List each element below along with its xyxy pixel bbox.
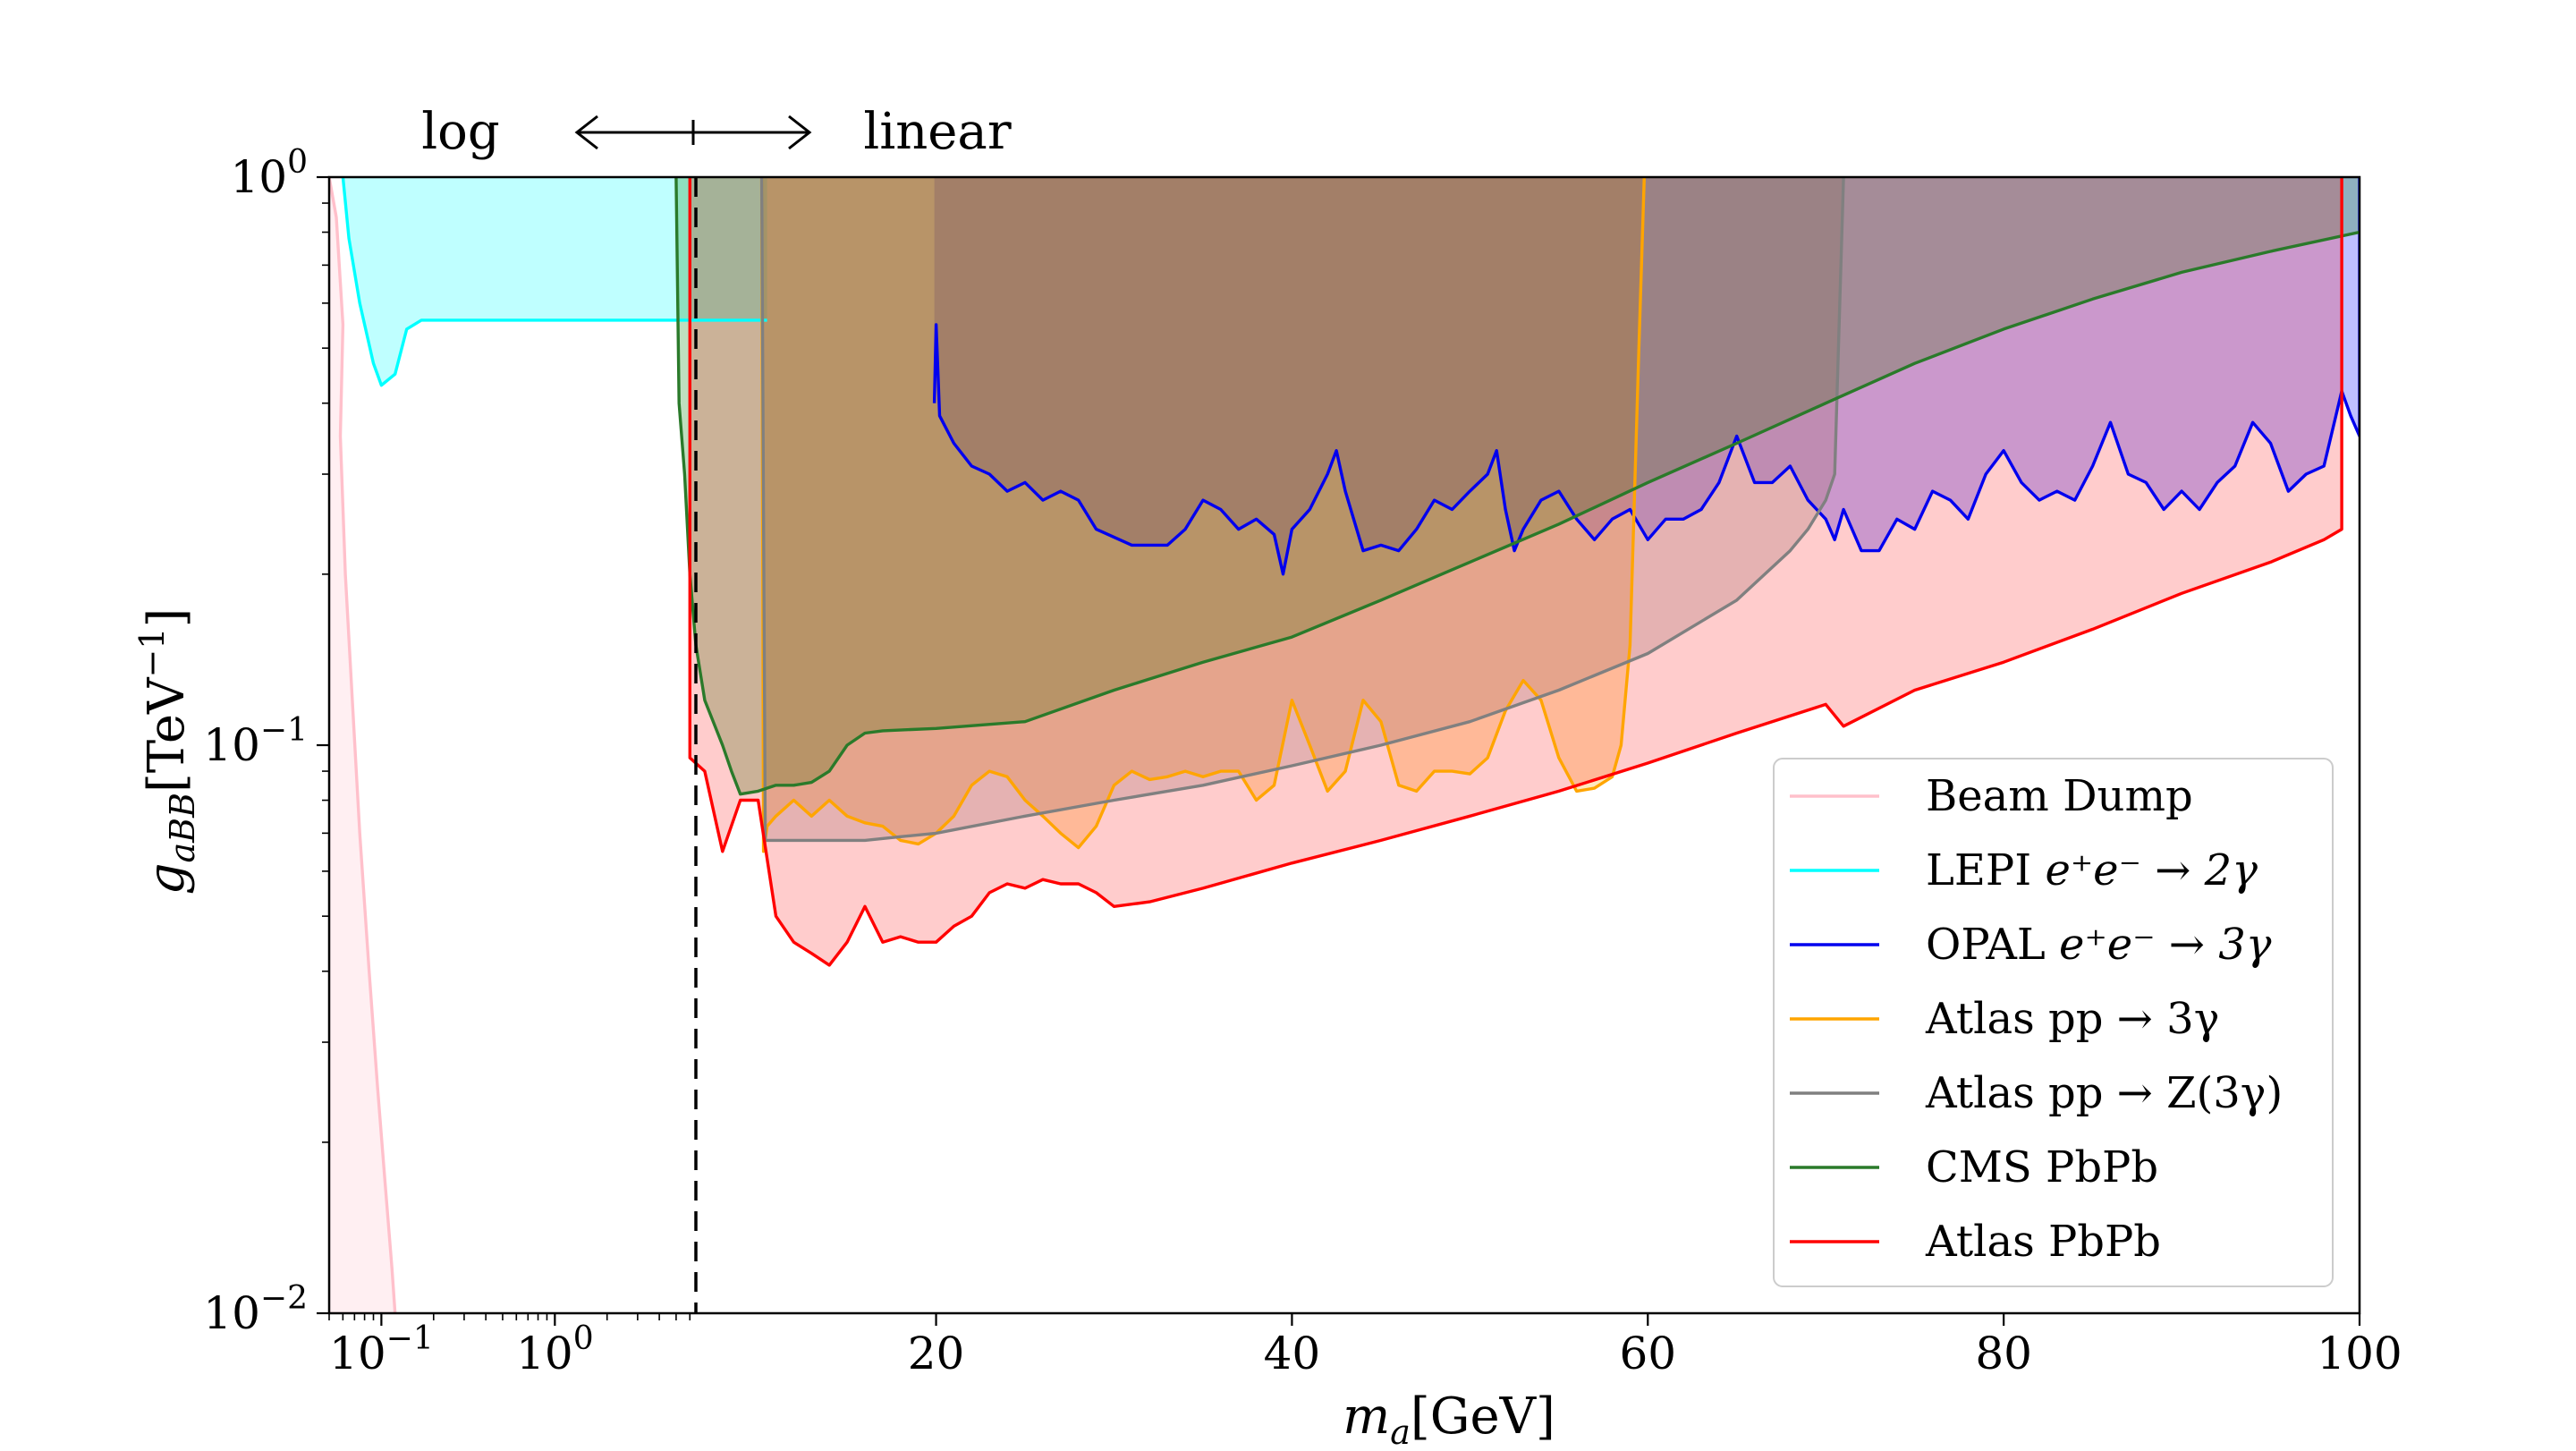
series-lines (329, 177, 2360, 1313)
x-tick-label-4: 100 (2317, 1328, 2402, 1379)
x-axis-label: ma[GeV] (1343, 1387, 1555, 1451)
series-fill-3 (761, 177, 1645, 852)
series-fill-2 (934, 177, 2360, 574)
legend-label-4: Atlas pp → Z(3γ) (1925, 1068, 2283, 1118)
annotation-arrow-right (788, 115, 812, 150)
y-tick-label-2: 10−2 (203, 1280, 308, 1339)
x-tick-label-1: 40 (1264, 1328, 1321, 1379)
legend-label-0: Beam Dump (1926, 771, 2193, 821)
y-tick-label-0: 100 (230, 144, 308, 203)
series-line-6 (688, 177, 2343, 967)
legend-label-5: CMS PbPb (1926, 1142, 2158, 1192)
series-fills (329, 177, 2360, 1313)
series-fill-4 (761, 177, 1844, 841)
series-fill-6 (690, 177, 2343, 965)
x-tick-label-log-1: 100 (516, 1320, 594, 1379)
series-fill-5 (675, 177, 2360, 794)
ticks: 10−1 100 20 40 60 80 100 100 10−1 10−2 (203, 144, 2402, 1379)
series-line-0 (329, 177, 397, 1313)
series-line-2 (932, 177, 2360, 576)
series-fill-1 (343, 177, 767, 386)
legend: Beam Dump LEPI e⁺e⁻ → 2γ OPAL e⁺e⁻ → 3γ Atl… (1773, 758, 2334, 1287)
series-line-5 (674, 177, 2360, 796)
series-line-3 (759, 177, 1646, 853)
annotation-arrow-left (574, 115, 598, 150)
y-tick-label-1: 10−1 (203, 712, 308, 771)
scale-annotation: log linear (421, 103, 1012, 161)
legend-label-2: OPAL e⁺e⁻ → 3γ (1926, 920, 2272, 970)
x-tick-label-2: 60 (1619, 1328, 1676, 1379)
annotation-log: log (421, 103, 499, 161)
annotation-linear: linear (863, 103, 1011, 161)
series-line-4 (759, 177, 1845, 843)
legend-label-6: Atlas PbPb (1925, 1217, 2161, 1267)
legend-label-1: LEPI e⁺e⁻ → 2γ (1926, 845, 2258, 895)
series-fill-0 (329, 177, 395, 1313)
legend-label-3: Atlas pp → 3γ (1925, 994, 2219, 1044)
x-tick-label-0: 20 (908, 1328, 965, 1379)
x-tick-label-log-0: 10−1 (329, 1320, 434, 1379)
legend-box (1773, 758, 2334, 1287)
series-line-1 (341, 177, 767, 387)
x-tick-label-3: 80 (1975, 1328, 2032, 1379)
y-axis-label: gaBB[TeV−1] (132, 608, 202, 895)
